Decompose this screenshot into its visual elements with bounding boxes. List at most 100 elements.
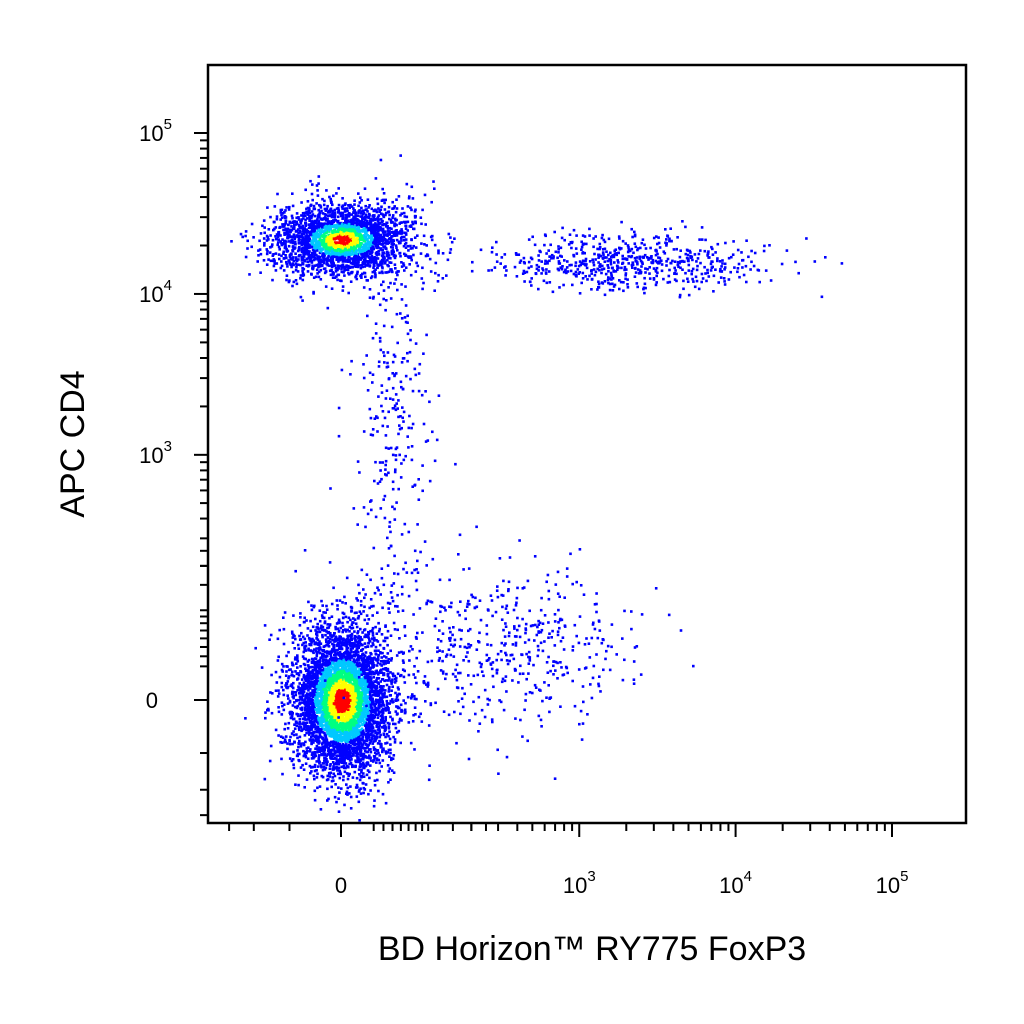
event-dot	[310, 671, 313, 674]
event-dot	[358, 778, 362, 782]
event-dot	[369, 667, 372, 670]
event-dot	[315, 652, 319, 656]
event-dot	[344, 675, 347, 678]
event-dot	[343, 770, 347, 774]
event-dot	[302, 675, 306, 679]
event-dot	[278, 675, 282, 679]
event-dot	[336, 686, 339, 690]
event-dot	[341, 757, 344, 761]
event-dot	[372, 684, 375, 688]
event-dot	[288, 699, 292, 703]
event-dot	[334, 656, 337, 659]
event-dot	[294, 693, 298, 697]
event-dot	[352, 644, 356, 647]
event-dot	[312, 669, 315, 672]
event-dot	[345, 576, 349, 580]
event-dot	[280, 741, 284, 744]
event-dot	[296, 654, 299, 657]
event-dot	[353, 693, 356, 696]
event-dot	[382, 673, 385, 677]
event-dot	[385, 703, 389, 706]
event-dot	[334, 767, 337, 770]
event-dot	[319, 748, 323, 752]
event-dot	[305, 619, 308, 622]
event-dot	[337, 739, 341, 742]
event-dot	[308, 638, 312, 641]
event-dot	[375, 757, 379, 760]
event-dot	[321, 703, 324, 706]
event-dot	[330, 726, 333, 729]
event-dot	[381, 651, 384, 655]
event-dot	[324, 667, 327, 670]
event-dot	[282, 693, 286, 697]
event-dot	[401, 668, 405, 671]
event-dot	[327, 639, 331, 643]
event-dot	[363, 788, 367, 791]
event-dot	[388, 677, 391, 681]
event-dot	[312, 741, 315, 744]
event-dot	[311, 701, 314, 705]
event-dot	[341, 722, 345, 725]
event-dot	[284, 254, 287, 257]
event-dot	[314, 726, 318, 730]
event-dot	[352, 704, 355, 708]
event-dot	[379, 696, 382, 699]
event-dot	[331, 767, 335, 771]
event-dot	[417, 715, 421, 719]
event-dot	[392, 700, 395, 703]
event-dot	[329, 697, 333, 700]
event-dot	[310, 674, 314, 677]
event-dot	[318, 760, 321, 764]
event-dot	[347, 662, 350, 666]
event-dot	[315, 694, 319, 697]
event-dot	[357, 682, 361, 685]
event-dot	[337, 677, 341, 680]
event-dot	[340, 689, 343, 692]
event-dot	[384, 709, 388, 712]
event-dot	[386, 652, 390, 655]
event-dot	[321, 768, 325, 772]
event-dot	[367, 732, 370, 735]
event-dot	[302, 681, 306, 684]
event-dot	[324, 766, 328, 770]
event-dot	[302, 650, 306, 654]
event-dot	[374, 711, 377, 714]
event-dot	[317, 755, 321, 759]
event-dot	[367, 636, 370, 639]
event-dot	[349, 618, 352, 622]
event-dot	[277, 710, 281, 714]
event-dot	[324, 736, 328, 740]
event-dot	[330, 674, 334, 677]
event-dot	[355, 713, 358, 717]
event-dot	[374, 713, 378, 716]
event-dot	[304, 725, 307, 728]
event-dot	[269, 744, 273, 748]
event-dot	[305, 702, 308, 706]
event-dot	[371, 666, 375, 669]
event-dot	[364, 635, 368, 638]
event-dot	[381, 750, 384, 754]
event-dot	[318, 720, 322, 723]
event-dot	[343, 655, 347, 658]
event-dot	[371, 629, 374, 632]
event-dot	[329, 724, 333, 727]
event-dot	[354, 652, 358, 656]
event-dot	[392, 771, 396, 774]
event-dot	[303, 786, 306, 789]
event-dot	[321, 747, 325, 750]
event-dot	[378, 739, 381, 743]
event-dot	[292, 681, 295, 685]
event-dot	[347, 757, 350, 761]
event-dot	[362, 733, 366, 736]
event-dot	[376, 742, 380, 745]
event-dot	[361, 729, 364, 733]
event-dot	[389, 715, 392, 719]
event-dot	[295, 662, 298, 665]
event-dot	[389, 659, 393, 662]
event-dot	[330, 779, 334, 783]
event-dot	[341, 680, 345, 684]
event-dot	[341, 702, 345, 705]
event-dot	[359, 696, 362, 700]
event-dot	[324, 688, 327, 692]
event-dot	[366, 656, 370, 659]
